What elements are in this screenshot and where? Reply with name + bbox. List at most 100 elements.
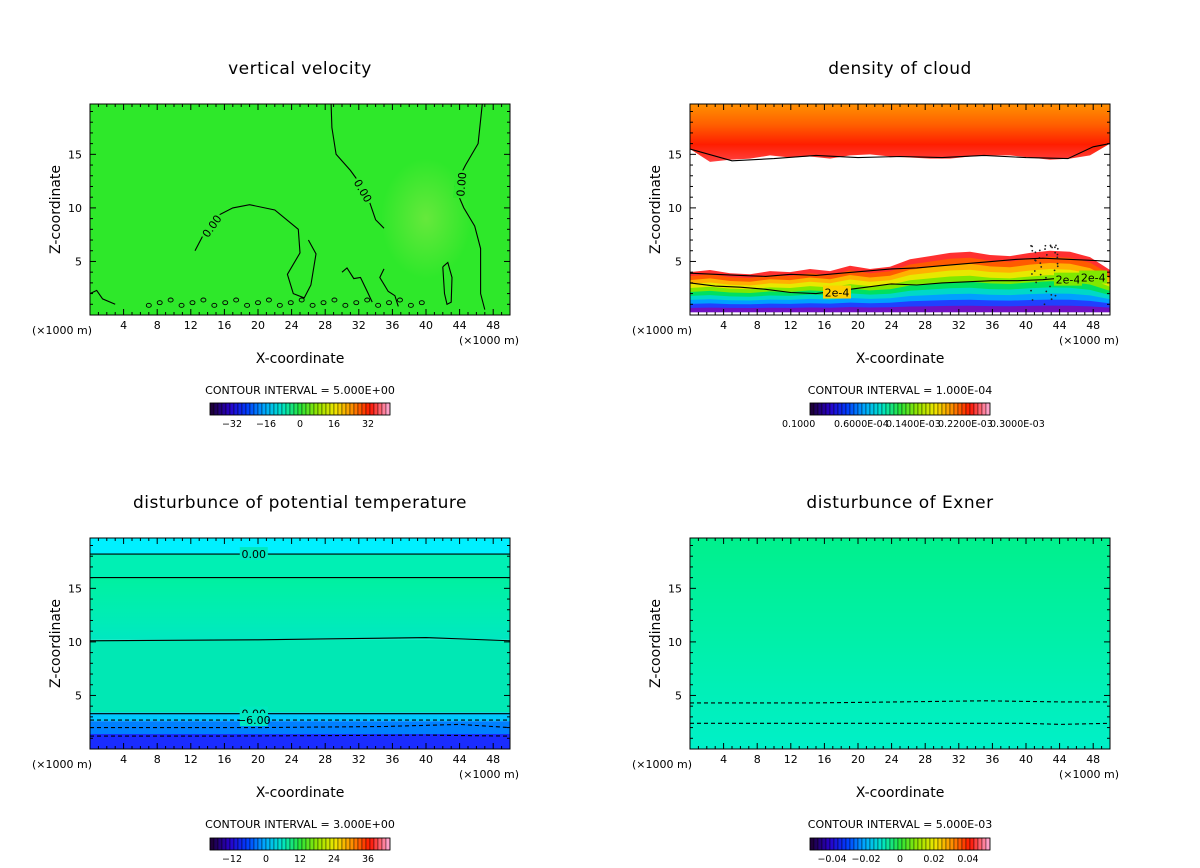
colorbar-segment — [337, 837, 343, 851]
eddy-contour — [145, 302, 152, 308]
colorbar-segment — [897, 402, 903, 416]
colorbar-segment — [365, 402, 371, 416]
convective-speckle — [1035, 281, 1038, 284]
colorbar-segment — [249, 402, 255, 416]
convective-speckle — [1031, 273, 1033, 275]
colorbar-segment — [905, 402, 911, 416]
colorbar-segment — [373, 837, 379, 851]
colorbar-segment — [921, 837, 927, 851]
y-tick-label: 10 — [68, 636, 82, 649]
colorbar-tick-label: 16 — [328, 419, 340, 430]
chart-title: disturbunce of Exner — [806, 493, 993, 513]
x-tick-label: 24 — [285, 753, 299, 766]
colorbar-segment — [821, 837, 827, 851]
colorbar-segment — [813, 837, 819, 851]
colorbar-segment — [285, 837, 291, 851]
colorbar-segment — [217, 837, 223, 851]
chart-title: vertical velocity — [228, 59, 372, 79]
colorbar-tick-label: 12 — [294, 854, 306, 865]
colorbar-segment — [853, 837, 859, 851]
x-tick-label: 36 — [385, 319, 399, 332]
colorbar-segment — [249, 837, 255, 851]
contour-line — [379, 268, 399, 307]
colorbar-segment — [941, 402, 947, 416]
x-tick-label: 40 — [1019, 753, 1033, 766]
field-gradient — [690, 538, 1110, 749]
colorbar-segment — [269, 837, 275, 851]
colorbar-segment — [253, 837, 259, 851]
colorbar-segment — [901, 402, 907, 416]
colorbar-segment — [953, 837, 959, 851]
colorbar-segment — [949, 402, 955, 416]
colorbar-segment — [917, 402, 923, 416]
colorbar-segment — [837, 837, 843, 851]
contour-line — [442, 261, 453, 306]
convective-speckle — [1056, 247, 1059, 250]
colorbar-segment — [365, 837, 371, 851]
x-axis-label: X-coordinate — [256, 785, 345, 801]
contour-line — [690, 275, 1110, 295]
x-tick-label: 44 — [453, 753, 467, 766]
colorbar-segment — [833, 402, 839, 416]
colorbar-segment — [301, 402, 307, 416]
x-tick-label: 44 — [1053, 319, 1067, 332]
eddy-contour — [167, 297, 174, 303]
colorbar-segment — [349, 837, 355, 851]
colorbar-segment — [225, 837, 231, 851]
convective-speckle — [1030, 244, 1032, 247]
colorbar-segment — [297, 837, 303, 851]
colorbar-segment — [305, 402, 311, 416]
colorbar-segment — [909, 402, 915, 416]
x-tick-label: 4 — [120, 319, 127, 332]
y-tick-label: 10 — [668, 202, 682, 215]
field-band — [90, 721, 510, 735]
colorbar-segment — [845, 402, 851, 416]
y-tick-label: 15 — [68, 148, 82, 161]
colorbar-segment — [385, 837, 391, 851]
convective-speckle — [1055, 244, 1057, 247]
x-unit-label-left: (×1000 m) — [632, 324, 692, 337]
y-axis-label: Z-coordinate — [648, 599, 664, 688]
x-tick-label: 32 — [352, 319, 366, 332]
colorbar-segment — [269, 402, 275, 416]
colorbar-segment — [817, 837, 823, 851]
convective-speckle — [1044, 248, 1046, 250]
x-tick-label: 20 — [851, 753, 865, 766]
eddy-contour — [244, 302, 251, 308]
colorbar-segment — [329, 402, 335, 416]
colorbar-segment — [209, 402, 215, 416]
colorbar-segment — [285, 402, 291, 416]
colorbar-tick-label: −12 — [222, 854, 242, 865]
colorbar-tick-label: 0.6000E-04 — [834, 419, 889, 430]
colorbar-tick-label: −0.02 — [851, 854, 880, 865]
convective-speckle — [1044, 244, 1047, 247]
colorbar-tick-label: 0 — [897, 854, 903, 865]
eddy-contour — [309, 302, 316, 308]
colorbar-segment — [929, 402, 935, 416]
x-tick-label: 4 — [720, 319, 727, 332]
colorbar-segment — [289, 402, 295, 416]
colorbar-segment — [245, 402, 251, 416]
colorbar-segment — [881, 402, 887, 416]
chart-title: disturbunce of potential temperature — [133, 493, 467, 513]
x-tick-label: 36 — [385, 753, 399, 766]
colorbar-segment — [897, 837, 903, 851]
y-tick-label: 5 — [75, 255, 82, 268]
colorbar: −0.04 −0.02 0 0.02 0.04 — [809, 837, 991, 865]
colorbar-segment — [977, 837, 983, 851]
x-tick-label: 40 — [1019, 319, 1033, 332]
colorbar-segment — [277, 402, 283, 416]
colorbar-tick-label: −16 — [256, 419, 276, 430]
contour-label: 2e-4 — [1081, 272, 1106, 285]
colorbar-segment — [865, 402, 871, 416]
x-tick-label: 4 — [720, 753, 727, 766]
colorbar-segment — [845, 837, 851, 851]
panel-3: 0.000.00−6.00481216202428323640444851015… — [32, 493, 519, 865]
contour-line — [90, 289, 116, 305]
y-tick-label: 5 — [675, 689, 682, 702]
colorbar-segment — [925, 837, 931, 851]
contour-line — [90, 637, 510, 642]
chart-title: density of cloud — [828, 59, 972, 79]
y-tick-label: 10 — [668, 636, 682, 649]
colorbar-segment — [213, 837, 219, 851]
